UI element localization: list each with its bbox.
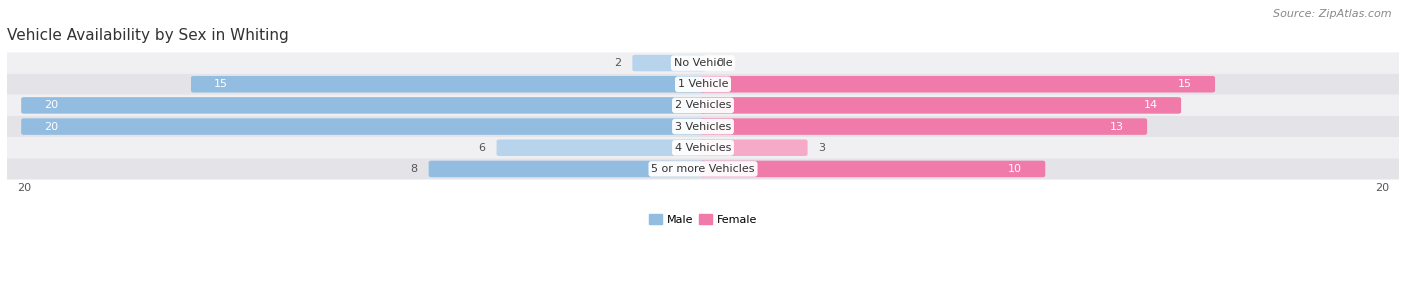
FancyBboxPatch shape <box>7 116 1399 137</box>
Text: 5 or more Vehicles: 5 or more Vehicles <box>651 164 755 174</box>
FancyBboxPatch shape <box>21 118 706 135</box>
Text: 10: 10 <box>1008 164 1022 174</box>
Text: 0: 0 <box>717 58 724 68</box>
FancyBboxPatch shape <box>7 95 1399 116</box>
Text: Source: ZipAtlas.com: Source: ZipAtlas.com <box>1274 9 1392 19</box>
FancyBboxPatch shape <box>7 158 1399 180</box>
Text: 20: 20 <box>45 100 59 110</box>
Text: 13: 13 <box>1109 122 1123 131</box>
Text: 14: 14 <box>1144 100 1159 110</box>
Text: No Vehicle: No Vehicle <box>673 58 733 68</box>
FancyBboxPatch shape <box>700 161 1045 177</box>
Legend: Male, Female: Male, Female <box>644 210 762 229</box>
FancyBboxPatch shape <box>21 97 706 114</box>
FancyBboxPatch shape <box>7 137 1399 158</box>
FancyBboxPatch shape <box>191 76 706 92</box>
FancyBboxPatch shape <box>700 139 807 156</box>
Text: 15: 15 <box>1178 79 1192 89</box>
FancyBboxPatch shape <box>7 52 1399 74</box>
Text: 15: 15 <box>214 79 228 89</box>
FancyBboxPatch shape <box>633 55 706 71</box>
FancyBboxPatch shape <box>700 118 1147 135</box>
Text: 20: 20 <box>45 122 59 131</box>
Text: 4 Vehicles: 4 Vehicles <box>675 143 731 153</box>
Text: 3 Vehicles: 3 Vehicles <box>675 122 731 131</box>
Text: 2: 2 <box>614 58 621 68</box>
Text: 2 Vehicles: 2 Vehicles <box>675 100 731 110</box>
FancyBboxPatch shape <box>700 76 1215 92</box>
Text: 8: 8 <box>411 164 418 174</box>
Text: 3: 3 <box>818 143 825 153</box>
FancyBboxPatch shape <box>700 97 1181 114</box>
FancyBboxPatch shape <box>429 161 706 177</box>
Text: 1 Vehicle: 1 Vehicle <box>678 79 728 89</box>
FancyBboxPatch shape <box>496 139 706 156</box>
FancyBboxPatch shape <box>7 74 1399 95</box>
Text: 6: 6 <box>478 143 485 153</box>
Text: Vehicle Availability by Sex in Whiting: Vehicle Availability by Sex in Whiting <box>7 28 288 43</box>
